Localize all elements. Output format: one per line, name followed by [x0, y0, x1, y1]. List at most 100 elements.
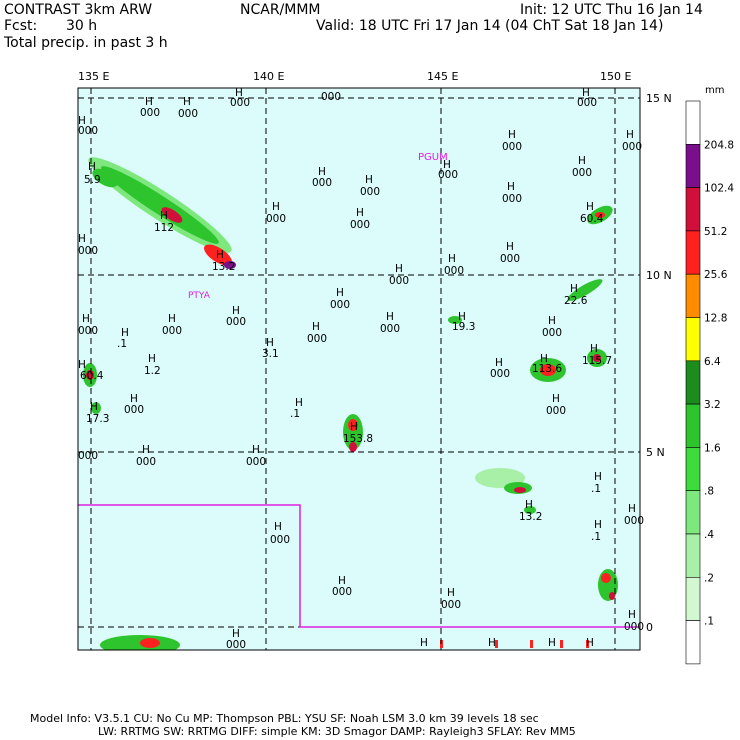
lat-label-0: 0 [646, 621, 653, 634]
h-value: 1.2 [144, 365, 161, 377]
colorbar-level-label: .1 [704, 616, 714, 628]
h-mark: H [548, 315, 556, 327]
h-value: 000 [502, 193, 522, 205]
h-mark: H [443, 159, 451, 171]
precip-cell-112 [161, 207, 183, 223]
colorbar-swatch [685, 403, 701, 448]
h-mark: H [88, 161, 96, 173]
h-value: 22.6 [564, 295, 588, 307]
h-value: 3.1 [262, 348, 279, 360]
colorbar-level-label: 12.8 [704, 313, 727, 325]
h-mark: H [586, 637, 594, 649]
lon-label-140: 140 E [253, 70, 285, 83]
lat-label-5n: 5 N [646, 446, 665, 459]
lon-label-135: 135 E [78, 70, 110, 83]
init-time: Init: 12 UTC Thu 16 Jan 14 [520, 2, 703, 18]
colorbar-unit: mm [705, 85, 724, 96]
colorbar-level-label: 1.6 [704, 442, 721, 454]
h-mark: H [274, 521, 282, 533]
precip-cell-max [224, 261, 236, 269]
precip-cell-south [100, 635, 180, 650]
h-value: 000 [136, 456, 156, 468]
h-mark: H [594, 519, 602, 531]
h-value: 000 [330, 299, 350, 311]
colorbar-swatch [685, 187, 701, 232]
h-mark: H [336, 287, 344, 299]
precip-dot-3 [530, 640, 533, 648]
h-value: 000 [140, 107, 160, 119]
colorbar-level-label: .8 [704, 486, 714, 498]
h-value: 000 [332, 586, 352, 598]
model-info-line1: Model Info: V3.5.1 CU: No Cu MP: Thompso… [30, 712, 539, 725]
h-mark: H [266, 337, 274, 349]
h-mark: H [628, 609, 636, 621]
h-value: 000 [444, 265, 464, 277]
h-value: .1 [117, 338, 127, 350]
h-mark: H [235, 87, 243, 99]
colorbar-level-label: 51.2 [704, 226, 727, 238]
colorbar-level-label: .4 [704, 529, 714, 541]
h-mark: H [312, 321, 320, 333]
h-mark: H [216, 249, 224, 261]
h-mark: H [590, 343, 598, 355]
precip-cell-22-6 [567, 279, 603, 301]
h-value: 112 [154, 222, 174, 234]
h-value: 000 [542, 327, 562, 339]
precip-cell-153-8-core2 [349, 442, 357, 452]
h-value: 000 [572, 167, 592, 179]
h-mark: H [552, 393, 560, 405]
h-value: 13.2 [519, 511, 542, 523]
h-mark: H [586, 201, 594, 213]
h-mark: H [350, 421, 358, 433]
model-title: CONTRAST 3km ARW [4, 2, 153, 18]
h-mark: H [508, 129, 516, 141]
h-mark: H [130, 393, 138, 405]
field-name: Total precip. in past 3 h [4, 35, 168, 51]
h-mark: H [318, 166, 326, 178]
h-value: 000 [622, 141, 642, 153]
h-value: 000 [389, 275, 409, 287]
map-frame [77, 87, 641, 651]
colorbar-swatch [685, 317, 701, 362]
precip-cell-13-2-se [524, 506, 536, 514]
h-value: 000 [500, 253, 520, 265]
h-mark: H [447, 587, 455, 599]
h-value: 13.2 [212, 261, 235, 273]
colorbar-swatch [685, 533, 701, 578]
h-mark: H [506, 241, 514, 253]
h-mark: H [78, 233, 86, 245]
h-mark: H [448, 253, 456, 265]
h-value: 000 [270, 534, 290, 546]
h-value: 000 [438, 169, 458, 181]
h-value: 000 [78, 325, 98, 337]
lon-label-145: 145 E [427, 70, 459, 83]
forecast-label: Fcst: [4, 18, 38, 34]
h-value: 000 [230, 97, 250, 109]
h-value: 000 [502, 141, 522, 153]
h-value: 000 [78, 245, 98, 257]
precip-dot-4 [560, 640, 563, 648]
h-value: 000 [226, 639, 246, 651]
h-value: 153.8 [343, 433, 373, 445]
h-mark: H [548, 637, 556, 649]
h-value: 60.4 [580, 213, 604, 225]
lon-label-150: 150 E [600, 70, 632, 83]
h-value: 60.4 [80, 370, 104, 382]
precip-cell-5-9 [92, 168, 118, 188]
forecast-hour: 30 h [66, 18, 98, 34]
h-value: 000 [490, 368, 510, 380]
h-mark: H [628, 503, 636, 515]
h-value: 000 [624, 515, 644, 527]
h-value: 000 [360, 186, 380, 198]
h-mark: H [458, 311, 466, 323]
h-value: .1 [591, 531, 601, 543]
boundary-line [78, 504, 640, 628]
h-mark: H [525, 499, 533, 511]
colorbar-swatch [685, 576, 701, 621]
lat-label-10n: 10 N [646, 269, 672, 282]
h-value: 000 [162, 325, 182, 337]
h-mark: H [582, 87, 590, 99]
h-value: 000 [577, 97, 597, 109]
h-value: 17.3 [86, 413, 109, 425]
